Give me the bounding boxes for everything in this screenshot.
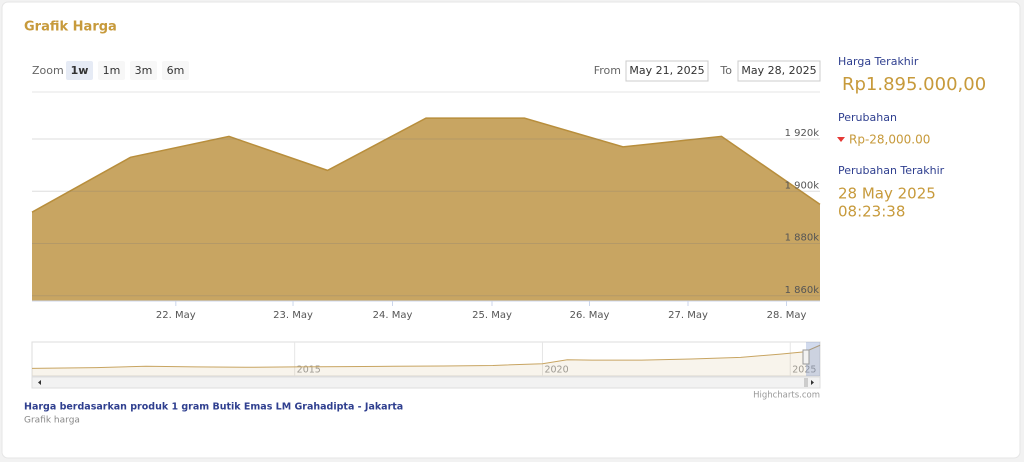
down-arrow xyxy=(837,137,845,142)
x-tick-label: 22. May xyxy=(156,310,196,321)
scrollbar-thumb[interactable] xyxy=(804,378,808,387)
navigator-handle[interactable] xyxy=(802,349,810,365)
last-change-label: Perubahan Terakhir xyxy=(838,164,945,177)
navigator-tick-label: 2025 xyxy=(792,365,816,376)
title: Grafik Harga xyxy=(24,20,117,35)
area-line xyxy=(31,117,821,213)
from-label: From xyxy=(594,64,621,77)
credit[interactable]: Highcharts.com xyxy=(753,391,820,401)
last-price-label: Harga Terakhir xyxy=(838,55,919,68)
subcaption: Grafik harga xyxy=(24,416,80,426)
zoom-button-label[interactable]: 6m xyxy=(167,64,185,77)
last-price: Rp1.895.000,00 xyxy=(842,74,986,95)
x-tick-label: 26. May xyxy=(570,310,610,321)
y-tick-label: 1 920k xyxy=(785,128,820,139)
x-tick-label: 23. May xyxy=(273,310,313,321)
to-input[interactable] xyxy=(737,60,821,82)
zoom-label: Zoom xyxy=(32,64,64,77)
change-label: Perubahan xyxy=(838,111,897,124)
zoom-button[interactable] xyxy=(98,61,125,80)
change: Rp-28,000.00 xyxy=(849,133,930,147)
zoom-button-label[interactable]: 1w xyxy=(71,64,89,77)
x-tick-label: 24. May xyxy=(373,310,413,321)
area-fill xyxy=(32,118,820,301)
navigator-area xyxy=(32,345,820,376)
scrollbar[interactable] xyxy=(31,376,821,389)
zoom-button[interactable] xyxy=(130,61,157,80)
navigator-line xyxy=(31,344,821,369)
x-tick-label: 27. May xyxy=(668,310,708,321)
y-tick-label: 1 860k xyxy=(785,285,820,296)
caption: Harga berdasarkan produk 1 gram Butik Em… xyxy=(24,402,403,413)
last-change-time: 08:23:38 xyxy=(838,203,905,221)
y-tick-label: 1 900k xyxy=(785,180,820,191)
to-label: To xyxy=(719,64,732,77)
x-tick-label: 28. May xyxy=(767,310,807,321)
to-date[interactable]: May 28, 2025 xyxy=(741,64,816,77)
x-tick-label: 25. May xyxy=(472,310,512,321)
from-date[interactable]: May 21, 2025 xyxy=(629,64,704,77)
from-input[interactable] xyxy=(625,60,709,82)
zoom-button-label[interactable]: 3m xyxy=(135,64,153,77)
last-change-date: 28 May 2025 xyxy=(838,185,936,203)
zoom-button-label[interactable]: 1m xyxy=(103,64,121,77)
y-tick-label: 1 880k xyxy=(785,233,820,244)
navigator-tick-label: 2015 xyxy=(297,365,321,376)
navigator-tick-label: 2020 xyxy=(544,365,568,376)
zoom-button[interactable] xyxy=(66,61,93,80)
zoom-button[interactable] xyxy=(162,61,189,80)
